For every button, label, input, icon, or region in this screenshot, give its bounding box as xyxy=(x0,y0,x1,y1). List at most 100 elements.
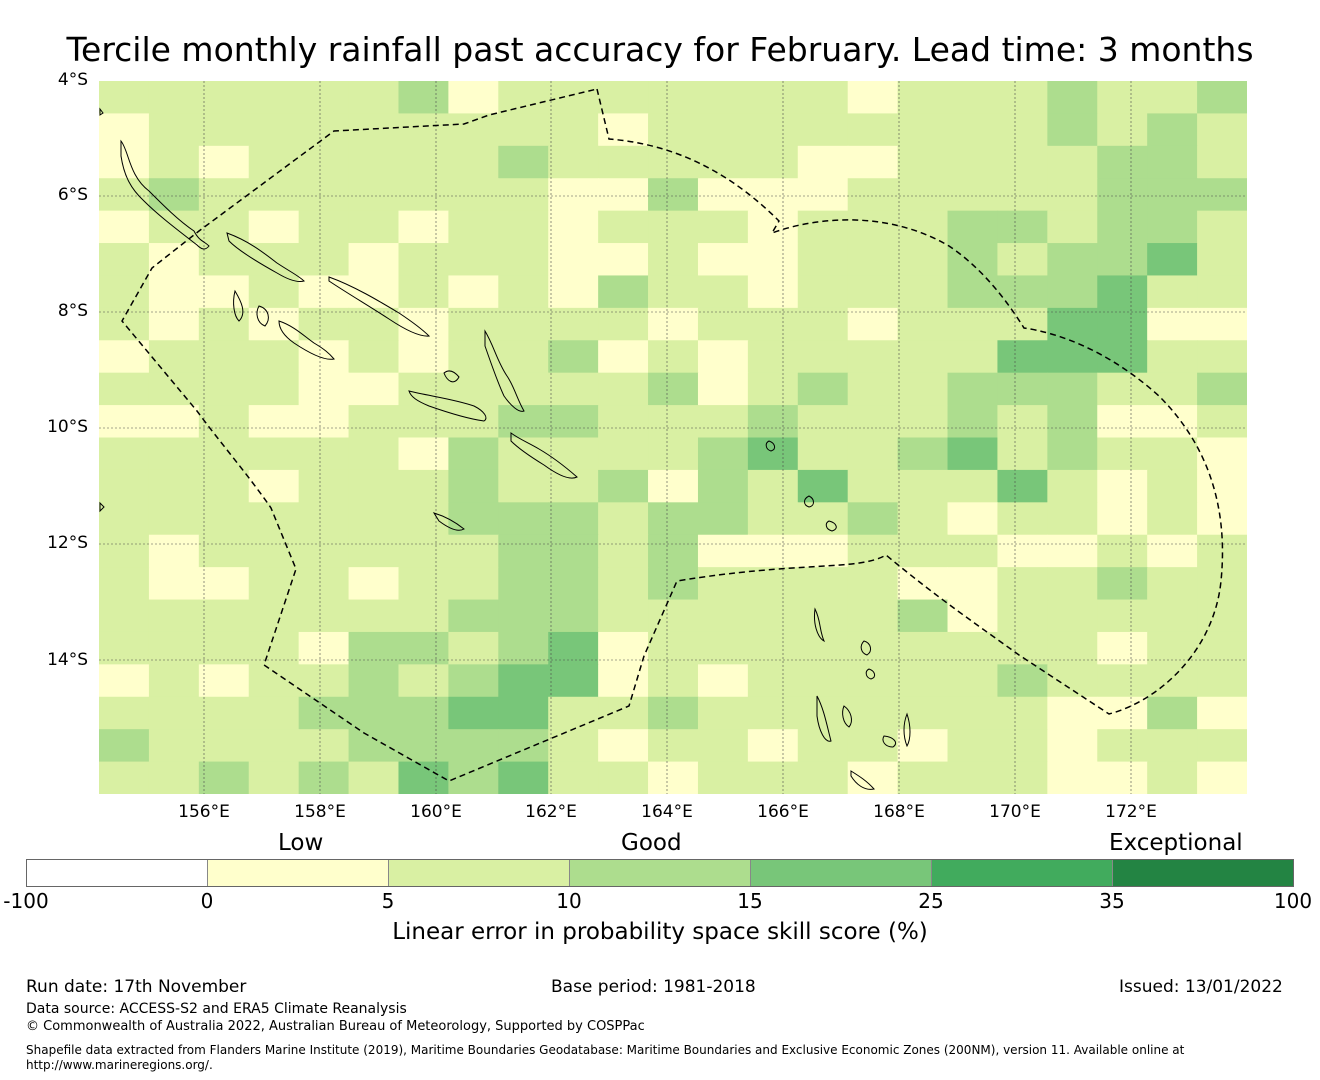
skill-cell xyxy=(947,405,999,439)
legend-category-exceptional: Exceptional xyxy=(1109,830,1243,856)
skill-cell xyxy=(298,437,350,471)
skill-cell xyxy=(348,502,400,536)
skill-cell xyxy=(298,210,350,244)
skill-cell xyxy=(897,502,949,536)
skill-cell xyxy=(598,307,649,341)
skill-cell xyxy=(1097,534,1148,568)
skill-cell xyxy=(598,243,649,277)
skill-cell xyxy=(1047,113,1098,147)
skill-cell xyxy=(198,437,250,471)
skill-cell xyxy=(398,210,449,244)
skill-cell xyxy=(148,631,200,665)
skill-cell xyxy=(1047,275,1098,309)
skill-cell xyxy=(797,113,849,147)
skill-cell xyxy=(847,340,899,374)
shapefile-url: http://www.marineregions.org/. xyxy=(26,1058,213,1072)
skill-cell xyxy=(1047,729,1098,763)
skill-cell xyxy=(398,567,449,601)
skill-cell xyxy=(198,599,250,633)
skill-cell xyxy=(697,210,749,244)
skill-cell xyxy=(648,243,699,277)
colorbar-tick: -100 xyxy=(3,889,49,913)
skill-cell xyxy=(198,372,250,406)
skill-cell xyxy=(797,761,849,794)
skill-cell xyxy=(1097,178,1148,212)
skill-cell xyxy=(398,599,449,633)
skill-cell xyxy=(498,761,549,794)
skill-cell xyxy=(1197,502,1247,536)
skill-cell xyxy=(348,729,400,763)
skill-cell xyxy=(148,113,200,147)
skill-cell xyxy=(598,761,649,794)
skill-cell xyxy=(747,729,799,763)
skill-cell xyxy=(1197,340,1247,374)
skill-cell xyxy=(198,178,250,212)
skill-cell xyxy=(298,275,350,309)
lon-label-166e: 166°E xyxy=(757,802,809,822)
skill-cell xyxy=(598,567,649,601)
skill-cell xyxy=(997,178,1048,212)
skill-cell xyxy=(148,534,200,568)
skill-cell xyxy=(947,502,999,536)
skill-cell xyxy=(1047,145,1098,179)
skill-cell xyxy=(1147,307,1198,341)
skill-cell xyxy=(1197,113,1247,147)
lat-label-6s: 6°S xyxy=(57,185,88,205)
chart-title: Tercile monthly rainfall past accuracy f… xyxy=(66,30,1254,69)
skill-cell xyxy=(248,145,300,179)
skill-cell xyxy=(797,372,849,406)
skill-cell xyxy=(1047,437,1098,471)
skill-cell xyxy=(747,631,799,665)
skill-cell xyxy=(1097,729,1148,763)
skill-cell xyxy=(997,664,1048,698)
skill-cell xyxy=(198,405,250,439)
skill-cell xyxy=(248,696,300,730)
skill-cell xyxy=(847,307,899,341)
skill-cell xyxy=(348,437,400,471)
skill-cell xyxy=(598,729,649,763)
skill-cell xyxy=(248,81,300,115)
skill-cell xyxy=(298,178,350,212)
skill-cell xyxy=(747,761,799,794)
skill-cell xyxy=(648,307,699,341)
skill-cell xyxy=(348,275,400,309)
skill-cell xyxy=(448,631,499,665)
skill-cell xyxy=(1097,469,1148,503)
skill-cell xyxy=(248,502,300,536)
skill-cell xyxy=(1047,178,1098,212)
skill-cell xyxy=(947,599,999,633)
skill-cell xyxy=(847,437,899,471)
skill-cell xyxy=(747,696,799,730)
skill-cell xyxy=(548,210,599,244)
skill-cell xyxy=(99,340,150,374)
skill-cell xyxy=(1147,502,1198,536)
skill-cell xyxy=(847,469,899,503)
skill-cell xyxy=(1097,372,1148,406)
skill-cell xyxy=(697,534,749,568)
colorbar-label: Linear error in probability space skill … xyxy=(392,919,928,945)
skill-cell xyxy=(99,567,150,601)
skill-cell xyxy=(148,145,200,179)
lon-label-172e: 172°E xyxy=(1105,802,1157,822)
skill-cell xyxy=(1197,145,1247,179)
skill-cell xyxy=(99,664,150,698)
skill-cell xyxy=(548,275,599,309)
eez-boundary xyxy=(121,88,1224,782)
skill-cell xyxy=(1197,405,1247,439)
run-date: Run date: 17th November xyxy=(26,977,247,997)
skill-cell xyxy=(298,372,350,406)
skill-cell xyxy=(348,761,400,794)
skill-cell xyxy=(1097,243,1148,277)
skill-cell xyxy=(1147,81,1198,115)
skill-cell xyxy=(997,113,1048,147)
skill-cell xyxy=(198,761,250,794)
skill-cell xyxy=(797,145,849,179)
skill-cell xyxy=(697,761,749,794)
skill-cell xyxy=(947,145,999,179)
skill-cell xyxy=(747,178,799,212)
skill-cell xyxy=(548,469,599,503)
skill-cell xyxy=(198,210,250,244)
skill-cell xyxy=(648,405,699,439)
skill-cell xyxy=(1097,696,1148,730)
skill-cell xyxy=(99,372,150,406)
